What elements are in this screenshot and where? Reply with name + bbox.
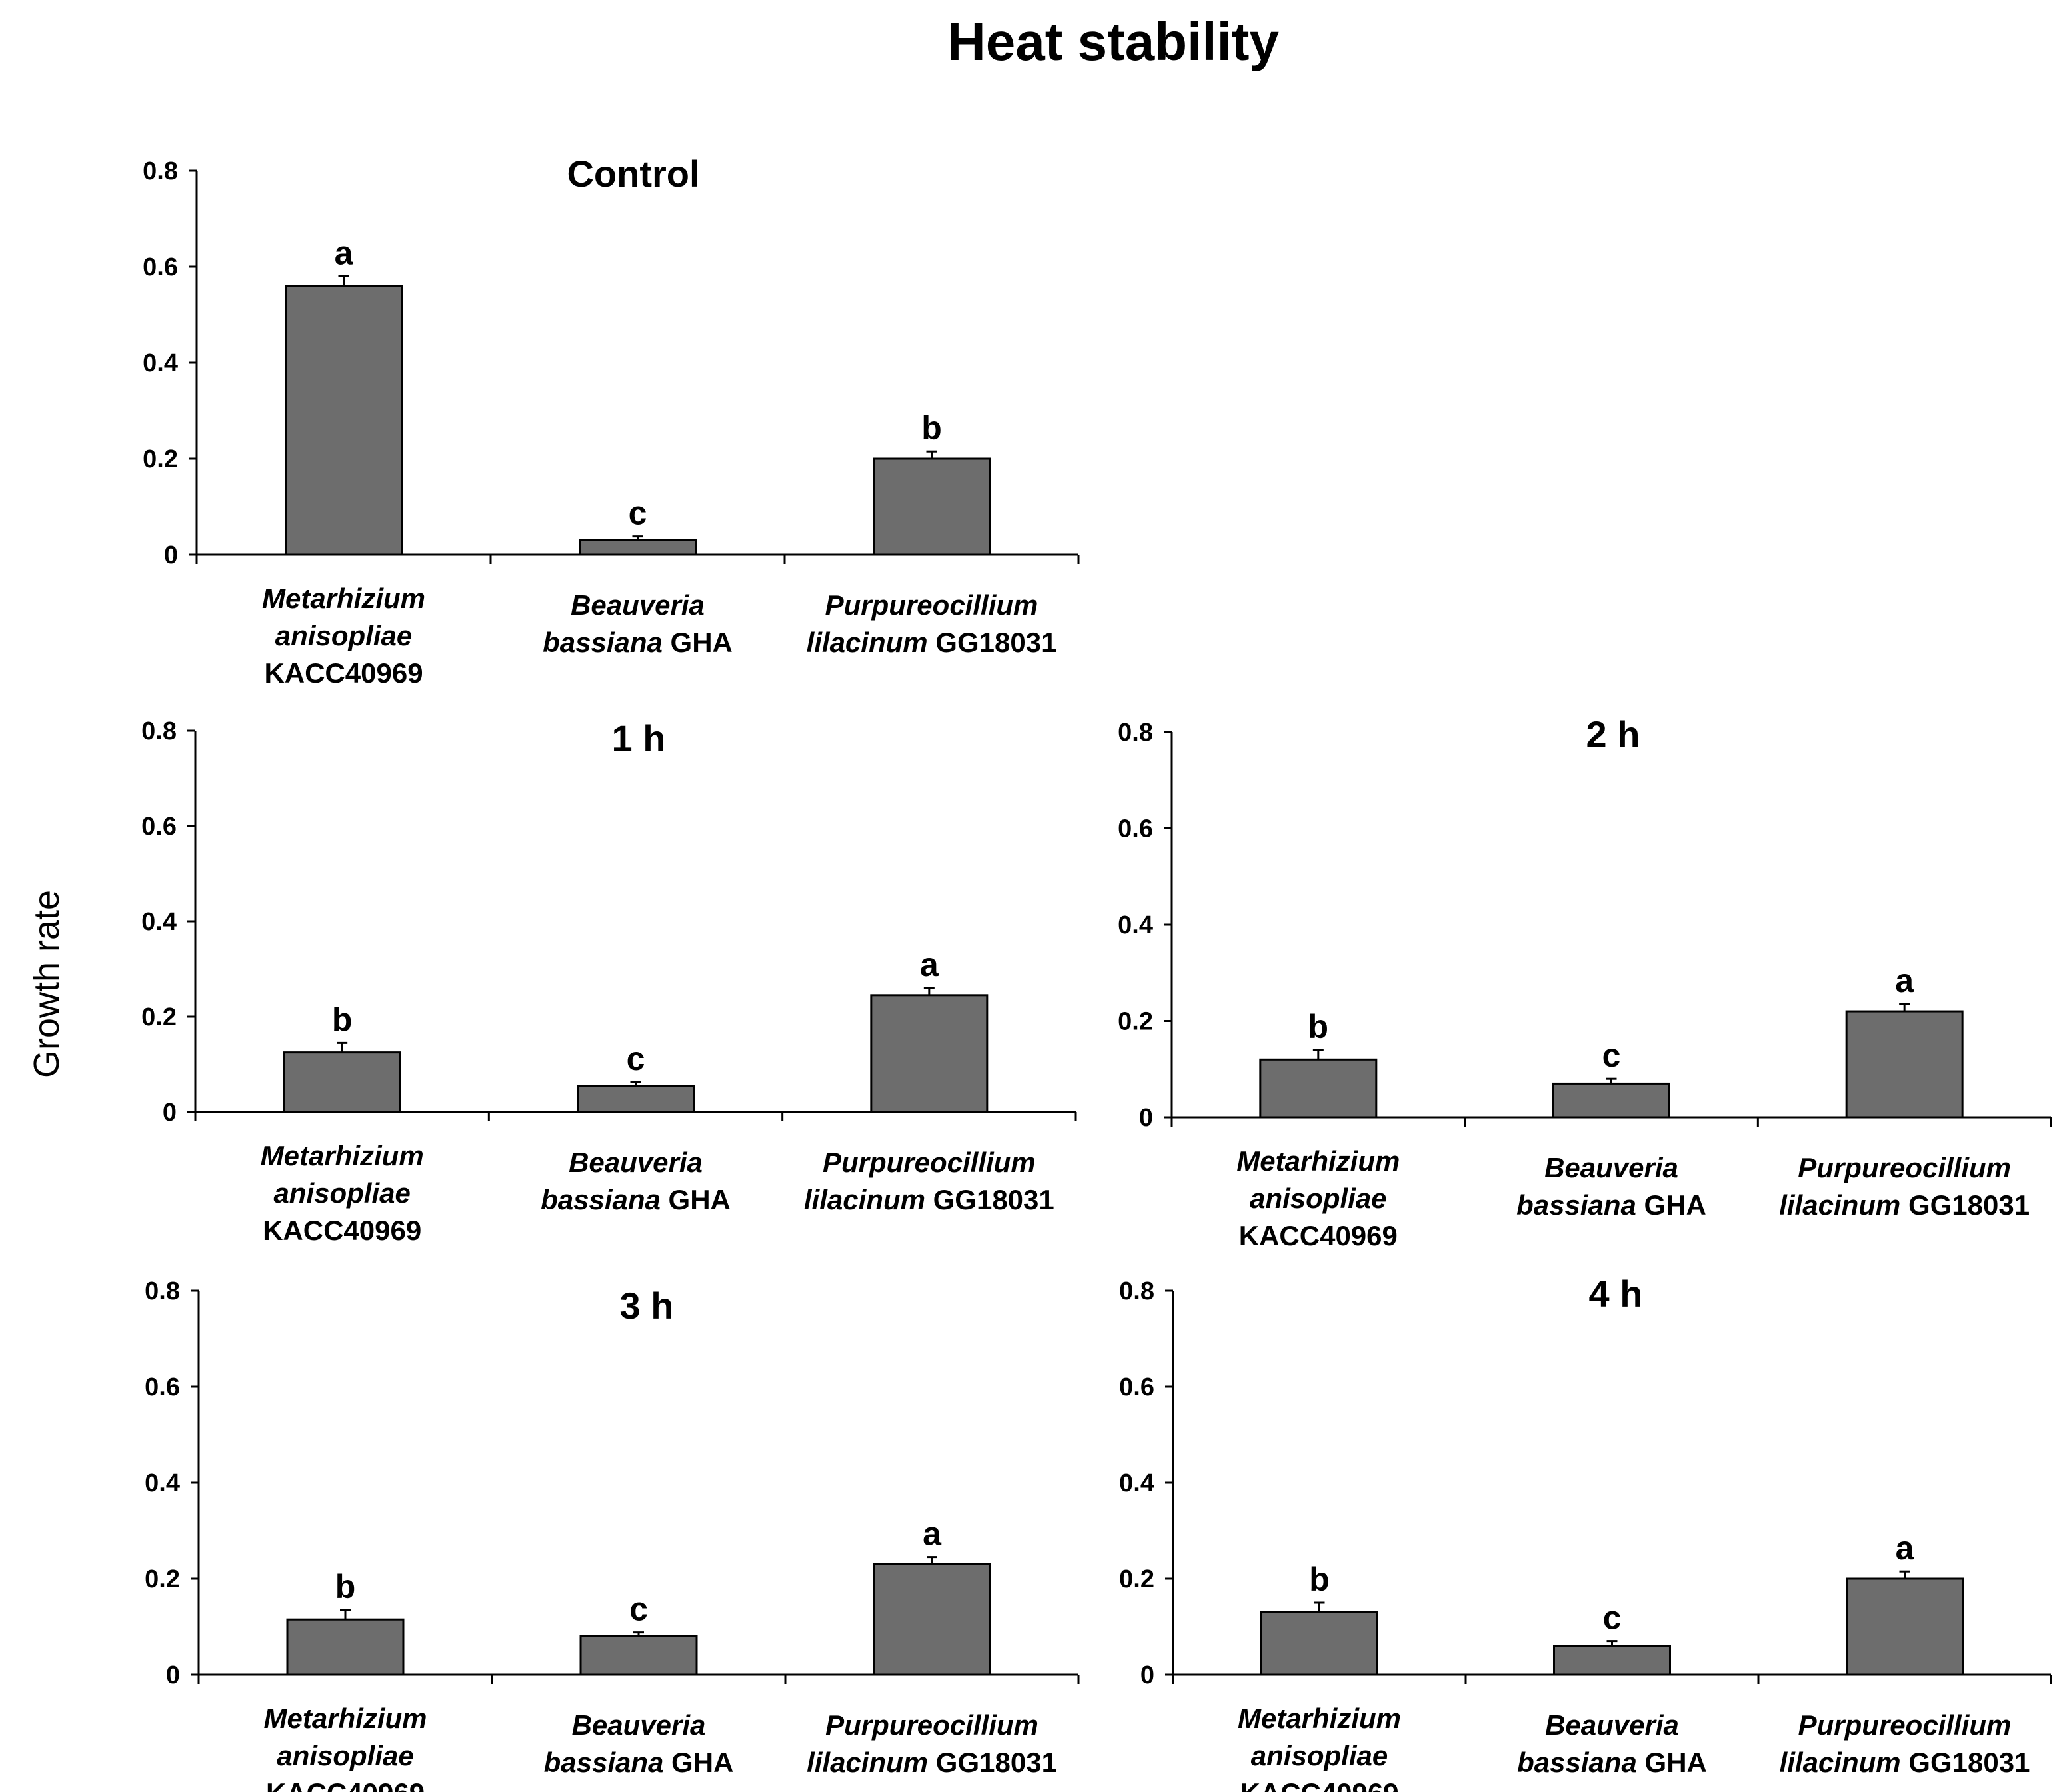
- y-tick-label: 0: [163, 1099, 177, 1127]
- y-tick-label: 0.8: [1119, 1277, 1154, 1305]
- significance-letter: a: [920, 946, 939, 983]
- y-tick-label: 0.6: [1119, 1373, 1154, 1401]
- significance-letter: c: [1603, 1599, 1622, 1637]
- category-label: Beauveria bassiana GHA: [1516, 1152, 1706, 1221]
- significance-letter: a: [335, 234, 354, 271]
- chart-panel-4: 0 0.2 0.4 0.6 0.8 4 h b MetarhiziumanisopliaeKA…: [1119, 1273, 2052, 1792]
- panel-title: 1 h: [612, 717, 666, 759]
- significance-letter: b: [335, 1568, 356, 1605]
- bar: [1552, 1082, 1670, 1119]
- figure-title: Heat stability: [947, 12, 1279, 71]
- significance-letter: c: [629, 495, 647, 532]
- category-label: Purpureocillium lilacinum GG18031: [807, 1709, 1057, 1778]
- y-tick-label: 0: [164, 541, 178, 569]
- y-tick-label: 0: [166, 1661, 180, 1689]
- y-tick-label: 0.2: [145, 1565, 180, 1593]
- y-axis-label: Growth rate: [27, 890, 67, 1078]
- chart-panel-0: 0 0.2 0.4 0.6 0.8 Control a Metarhizium anisopli…: [143, 153, 1080, 689]
- chart-panel-2: 0 0.2 0.4 0.6 0.8 2 h b Metarhizium anisopliae KA…: [1118, 713, 2052, 1251]
- chart-panel-3: 0 0.2 0.4 0.6 0.8 3 h b MetarhiziumanisopliaeKA…: [145, 1277, 1080, 1792]
- significance-letter: a: [923, 1515, 942, 1553]
- y-tick-label: 0.4: [143, 349, 178, 377]
- y-tick-label: 0.6: [145, 1373, 180, 1401]
- y-tick-label: 0.4: [1118, 911, 1153, 939]
- significance-letter: a: [1896, 1529, 1915, 1567]
- y-tick-label: 0: [1140, 1661, 1154, 1689]
- y-tick-label: 0.2: [143, 445, 178, 473]
- significance-letter: c: [629, 1591, 648, 1628]
- bar: [1845, 1010, 1964, 1119]
- y-tick-label: 0: [1139, 1104, 1153, 1132]
- category-label: Beauveria bassiana GHA: [543, 589, 733, 658]
- bar: [870, 994, 989, 1113]
- y-tick-label: 0.8: [1118, 719, 1153, 747]
- y-tick-label: 0.8: [145, 1277, 180, 1305]
- category-label: Beauveria bassiana GHA: [544, 1709, 734, 1778]
- significance-letter: c: [1602, 1037, 1621, 1074]
- y-tick-label: 0.8: [141, 717, 177, 745]
- bar: [285, 285, 403, 556]
- significance-letter: b: [921, 409, 942, 447]
- bar: [873, 457, 991, 556]
- significance-letter: b: [1309, 1561, 1330, 1598]
- category-label: Purpureocillium lilacinum GG18031: [1780, 1709, 2030, 1778]
- panel-title: Control: [567, 153, 699, 195]
- y-tick-label: 0.2: [1118, 1008, 1153, 1036]
- significance-letter: a: [1895, 962, 1914, 999]
- y-tick-label: 0.4: [145, 1469, 180, 1497]
- y-tick-label: 0.4: [141, 908, 177, 936]
- category-label: Beauveria bassiana GHA: [1517, 1709, 1707, 1778]
- y-tick-label: 0.2: [1119, 1565, 1154, 1593]
- y-tick-label: 0.6: [143, 253, 178, 281]
- y-tick-label: 0.6: [1118, 815, 1153, 843]
- significance-letter: b: [332, 1001, 353, 1038]
- category-label: Purpureocillium lilacinum GG18031: [804, 1147, 1054, 1215]
- panel-title: 2 h: [1586, 713, 1640, 755]
- bar: [1259, 1058, 1378, 1119]
- bar: [1260, 1611, 1378, 1676]
- y-tick-label: 0.6: [141, 813, 177, 841]
- y-tick-label: 0.4: [1119, 1469, 1154, 1497]
- bar: [579, 539, 697, 556]
- bar: [286, 1618, 405, 1676]
- bar: [873, 1563, 991, 1676]
- category-label: Beauveria bassiana GHA: [541, 1147, 731, 1215]
- chart-panel-1: 0 0.2 0.4 0.6 0.8 1 h b Metarhizium anisopliae KA…: [141, 717, 1077, 1246]
- panel-title: 4 h: [1589, 1273, 1643, 1315]
- category-label: Purpureocillium lilacinum GG18031: [1779, 1152, 2030, 1221]
- panel-title: 3 h: [620, 1285, 674, 1327]
- category-label: Purpureocillium lilacinum GG18031: [807, 589, 1057, 658]
- y-tick-label: 0.8: [143, 157, 178, 185]
- chart-panels: 0 0.2 0.4 0.6 0.8 Control a Metarhizium anisopli…: [141, 153, 2052, 1792]
- bar: [1846, 1577, 1964, 1676]
- bar: [283, 1051, 401, 1113]
- bar: [579, 1635, 698, 1676]
- bar: [577, 1085, 695, 1113]
- y-tick-label: 0.2: [141, 1003, 177, 1031]
- significance-letter: b: [1308, 1008, 1329, 1045]
- bar: [1553, 1645, 1671, 1676]
- significance-letter: c: [627, 1040, 645, 1077]
